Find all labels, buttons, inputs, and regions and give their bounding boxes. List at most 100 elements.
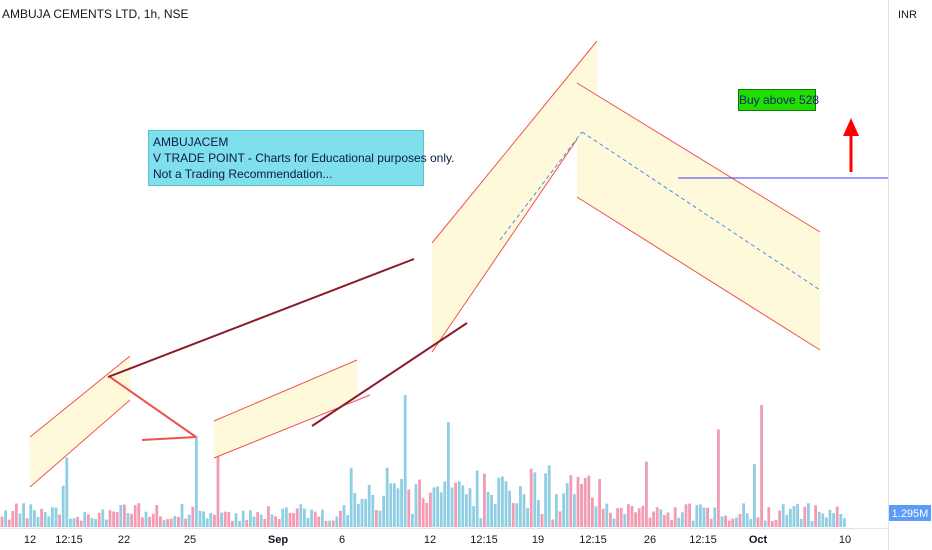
- volume-bar: [702, 507, 706, 527]
- volume-bar: [796, 503, 799, 527]
- triangle-line: [109, 376, 197, 438]
- volume-bar: [688, 503, 691, 527]
- rising-channel-fill: [432, 41, 597, 352]
- volume-bar: [465, 494, 468, 527]
- falling-channel-fill: [577, 83, 820, 350]
- volume-bar: [364, 499, 367, 527]
- volume-bar: [209, 512, 213, 527]
- volume-bar: [58, 514, 61, 527]
- volume-bar: [274, 516, 277, 527]
- volume-bar: [648, 517, 652, 527]
- note-box: AMBUJACEM V TRADE POINT - Charts for Edu…: [148, 130, 454, 186]
- volume-bar: [112, 511, 115, 527]
- volume-bar: [223, 511, 227, 527]
- trend-line: [311, 322, 468, 427]
- volume-bar: [281, 508, 285, 527]
- small-channel-fill: [30, 356, 130, 487]
- volume-bar: [65, 457, 69, 527]
- volume-bar: [655, 507, 659, 527]
- volume-bar: [673, 507, 677, 527]
- volume-bar: [443, 481, 447, 527]
- volume-bar: [166, 519, 169, 527]
- volume-bar: [393, 483, 396, 527]
- volume-bar: [454, 482, 457, 527]
- volume-bar: [511, 502, 515, 527]
- volume-bar: [508, 490, 511, 527]
- volume-bar: [328, 520, 331, 527]
- volume-bar: [436, 486, 439, 527]
- volume-bar: [591, 497, 594, 527]
- time-tick-label: 19: [532, 534, 544, 546]
- volume-bar: [421, 498, 425, 527]
- volume-bar: [87, 514, 90, 527]
- volume-bar: [317, 516, 321, 527]
- volume-bar: [295, 508, 299, 527]
- volume-bar: [115, 512, 119, 527]
- volume-bar: [749, 518, 753, 527]
- volume-bar: [789, 508, 792, 527]
- volume-bar: [612, 518, 616, 527]
- volume-bar: [670, 520, 673, 527]
- volume-bar: [778, 510, 781, 527]
- volume-bar: [666, 512, 670, 527]
- volume-bar: [155, 504, 159, 527]
- volume-bar: [429, 492, 432, 527]
- volume-bar: [173, 515, 177, 527]
- volume-bar: [411, 513, 414, 527]
- volume-bar: [61, 485, 65, 527]
- volume-bar: [731, 518, 735, 527]
- volume-bar: [151, 513, 155, 527]
- buy-callout: Buy above 528: [738, 89, 819, 111]
- volume-bar: [753, 464, 756, 527]
- volume-bar: [551, 519, 555, 527]
- volume-bar: [641, 505, 645, 527]
- volume-bar: [781, 504, 785, 527]
- volume-bar: [169, 518, 173, 527]
- volume-bar: [483, 473, 486, 527]
- currency-label: INR: [898, 9, 917, 21]
- volume-bar: [468, 488, 472, 527]
- volume-bar: [706, 507, 709, 527]
- volume-bar: [231, 520, 234, 527]
- volume-bar: [227, 512, 231, 527]
- volume-bar: [313, 511, 317, 527]
- time-tick-label: 12:15: [579, 534, 607, 546]
- volume-bar: [396, 488, 400, 527]
- volume-bar: [335, 516, 339, 527]
- volume-bar: [817, 511, 821, 527]
- volume-bar: [565, 483, 569, 527]
- volume-bar: [292, 513, 295, 527]
- volume-bar: [810, 520, 814, 527]
- volume-bar: [583, 477, 587, 527]
- time-tick-label: 12: [24, 534, 36, 546]
- volume-bar: [605, 503, 609, 527]
- volume-bar: [375, 509, 378, 527]
- volume-bar: [738, 514, 742, 527]
- volume-bar: [213, 514, 216, 527]
- volume-bar: [15, 503, 18, 527]
- volume-bar: [90, 518, 94, 527]
- volume-bar: [40, 508, 43, 527]
- volume-bar: [331, 520, 335, 527]
- volume-bar: [587, 475, 591, 527]
- volume-bar: [450, 487, 454, 527]
- triangle-line: [141, 436, 197, 441]
- volume-bar: [645, 461, 648, 527]
- volume-bar: [339, 510, 342, 527]
- volume-bar: [479, 518, 483, 527]
- channel-midline: [581, 131, 821, 291]
- volume-bar: [97, 512, 101, 527]
- volume-bar: [385, 467, 389, 527]
- volume-bar: [256, 512, 259, 527]
- volume-bar: [580, 483, 583, 527]
- volume-bar: [54, 507, 58, 527]
- pattern-drawings: [29, 40, 888, 488]
- volume-bar: [522, 494, 526, 527]
- volume-bar: [835, 506, 839, 527]
- volume-bar: [51, 507, 54, 527]
- volume-bar: [756, 517, 760, 527]
- volume-bar: [519, 486, 522, 527]
- volume-bar: [357, 503, 360, 527]
- volume-bar: [537, 499, 540, 527]
